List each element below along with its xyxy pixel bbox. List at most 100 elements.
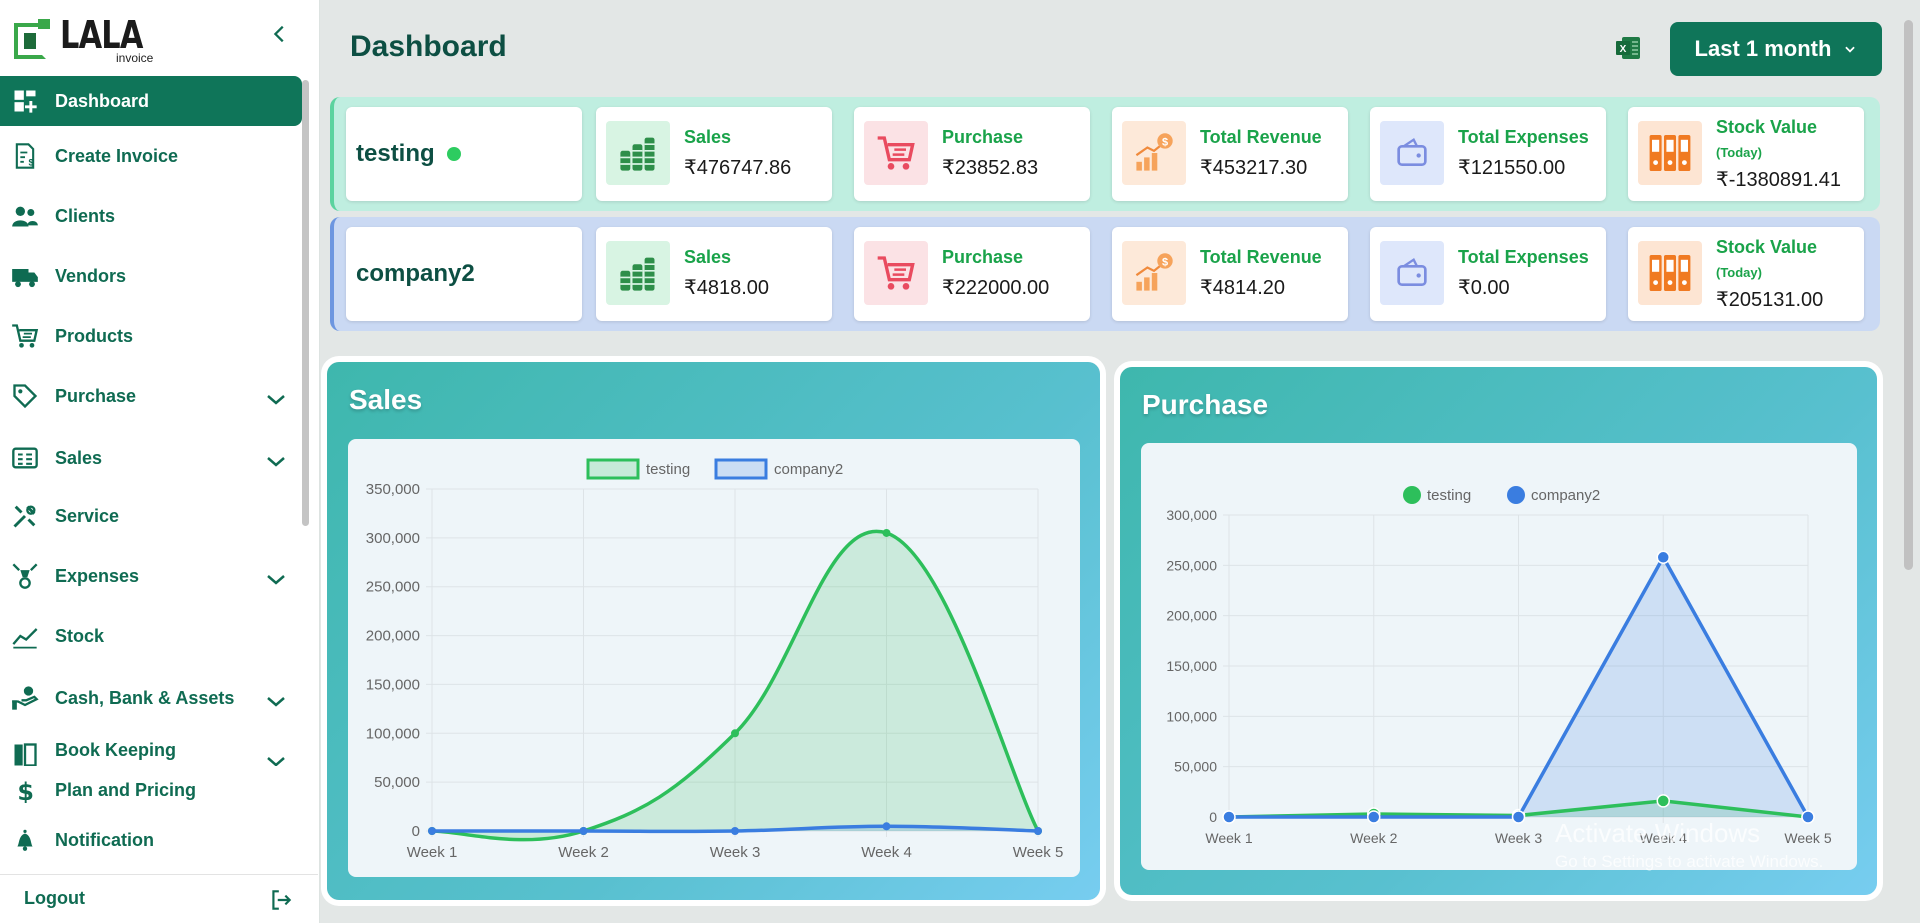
sidebar-item-create-invoice[interactable]: $ Create Invoice (0, 134, 302, 178)
data-point[interactable] (1368, 811, 1380, 823)
company-name: company2 (356, 260, 475, 288)
chevron-down-icon[interactable] (264, 567, 288, 591)
legend-swatch[interactable] (1403, 486, 1421, 504)
logout-label: Logout (24, 888, 85, 909)
sidebar-item-label: Book Keeping (55, 740, 176, 761)
excel-export-icon[interactable]: X (1614, 34, 1642, 62)
users-icon (10, 201, 40, 231)
data-point[interactable] (1034, 827, 1042, 835)
shopping-cart-icon (864, 241, 928, 305)
x-tick-label: Week 1 (1205, 830, 1252, 846)
stat-value: ₹23852.83 (942, 155, 1038, 180)
sidebar-item-purchase[interactable]: Purchase (0, 374, 302, 418)
data-point[interactable] (883, 822, 891, 830)
x-tick-label: Week 3 (1495, 830, 1542, 846)
stat-value: ₹4814.20 (1200, 275, 1285, 300)
revenue-chart-icon: $ (1122, 121, 1186, 185)
company-name: testing (356, 140, 435, 168)
y-tick-label: 100,000 (1166, 708, 1217, 724)
stat-label: Stock Value (1716, 117, 1817, 138)
logo-title: LALA (60, 16, 143, 54)
legend-label[interactable]: company2 (774, 461, 843, 478)
sales-coins-icon (606, 241, 670, 305)
sidebar-item-cash-bank-assets[interactable]: Cash, Bank & Assets (0, 676, 302, 720)
sidebar-item-notification[interactable]: Notification (0, 820, 302, 860)
sidebar-item-sales[interactable]: Sales (0, 436, 302, 480)
chevron-down-icon (1843, 42, 1857, 56)
page-title: Dashboard (350, 30, 507, 64)
legend-label[interactable]: testing (1427, 487, 1471, 504)
logout-button[interactable]: Logout (0, 874, 318, 922)
stat-card-expenses[interactable]: Total Expenses ₹121550.00 (1370, 107, 1606, 201)
chevron-down-icon[interactable] (264, 749, 288, 766)
stat-label: Stock Value (1716, 237, 1817, 258)
stat-card-stock[interactable]: Stock Value (Today) ₹205131.00 (1628, 227, 1864, 321)
svg-text:$: $ (17, 778, 34, 803)
sidebar-item-expenses[interactable]: Expenses (0, 554, 302, 598)
app-logo[interactable]: LALA invoice (14, 16, 163, 64)
data-point[interactable] (1513, 811, 1525, 823)
dollar-icon: $ (10, 775, 40, 805)
stat-value: ₹121550.00 (1458, 155, 1565, 180)
data-point[interactable] (1657, 551, 1669, 563)
stat-value: ₹205131.00 (1716, 287, 1823, 312)
company-summary-row: company2 Sales ₹4818.00 Purchase ₹222000… (330, 217, 1880, 331)
data-point[interactable] (428, 827, 436, 835)
sidebar-item-vendors[interactable]: Vendors (0, 254, 302, 298)
book-icon (10, 740, 40, 766)
sidebar-scrollbar[interactable] (302, 80, 309, 526)
data-point[interactable] (1802, 811, 1814, 823)
legend-swatch[interactable] (716, 460, 766, 478)
legend-label[interactable]: company2 (1531, 487, 1600, 504)
chevron-down-icon[interactable] (264, 387, 288, 411)
data-point[interactable] (731, 827, 739, 835)
stat-card-purchase[interactable]: Purchase ₹23852.83 (854, 107, 1090, 201)
stat-card-sales[interactable]: Sales ₹476747.86 (596, 107, 832, 201)
sidebar-item-products[interactable]: Products (0, 314, 302, 358)
stat-label: Purchase (942, 247, 1023, 268)
legend-swatch[interactable] (1507, 486, 1525, 504)
sidebar-item-book-keeping[interactable]: Book Keeping (0, 736, 302, 766)
sidebar-item-service[interactable]: Service (0, 494, 302, 538)
stat-card-revenue[interactable]: $ Total Revenue ₹453217.30 (1112, 107, 1348, 201)
windows-activation-hint: Go to Settings to activate Windows. (1555, 852, 1823, 872)
stat-card-sales[interactable]: Sales ₹4818.00 (596, 227, 832, 321)
purchase-chart-panel: Purchase 0 50,000 100,000 150,000 200,000 250… (1120, 367, 1877, 895)
svg-text:$: $ (1162, 136, 1168, 148)
x-tick-label: Week 2 (1350, 830, 1397, 846)
x-tick-label: Week 5 (1013, 844, 1064, 861)
revenue-chart-icon: $ (1122, 241, 1186, 305)
stat-card-purchase[interactable]: Purchase ₹222000.00 (854, 227, 1090, 321)
svg-text:$: $ (1162, 256, 1168, 268)
chevron-down-icon[interactable] (264, 689, 288, 713)
tools-icon (10, 501, 40, 531)
data-point[interactable] (731, 729, 739, 737)
data-point[interactable] (580, 827, 588, 835)
sidebar-item-plan-and-pricing[interactable]: $ Plan and Pricing (0, 770, 302, 810)
chevron-down-icon[interactable] (264, 449, 288, 473)
binders-icon (1638, 121, 1702, 185)
sidebar-item-dashboard[interactable]: Dashboard (0, 76, 302, 126)
company-name-card[interactable]: company2 (346, 227, 582, 321)
date-range-dropdown[interactable]: Last 1 month (1670, 22, 1882, 76)
sidebar-item-label: Clients (55, 206, 115, 227)
y-tick-label: 200,000 (366, 628, 420, 645)
data-point[interactable] (883, 529, 891, 537)
y-tick-label: 350,000 (366, 481, 420, 498)
stat-value: ₹453217.30 (1200, 155, 1307, 180)
data-point[interactable] (1223, 811, 1235, 823)
sidebar-item-stock[interactable]: Stock (0, 614, 302, 658)
stat-card-expenses[interactable]: Total Expenses ₹0.00 (1370, 227, 1606, 321)
data-point[interactable] (1657, 795, 1669, 807)
legend-swatch[interactable] (588, 460, 638, 478)
company-name-card[interactable]: testing (346, 107, 582, 201)
sidebar-item-label: Create Invoice (55, 146, 178, 167)
y-tick-label: 50,000 (1174, 759, 1217, 775)
stat-card-stock[interactable]: Stock Value (Today) ₹-1380891.41 (1628, 107, 1864, 201)
page-scrollbar[interactable] (1904, 20, 1913, 570)
legend-label[interactable]: testing (646, 461, 690, 478)
stat-card-revenue[interactable]: $ Total Revenue ₹4814.20 (1112, 227, 1348, 321)
sidebar-item-clients[interactable]: Clients (0, 194, 302, 238)
sidebar-item-label: Vendors (55, 266, 126, 287)
collapse-sidebar-button[interactable] (266, 20, 294, 48)
